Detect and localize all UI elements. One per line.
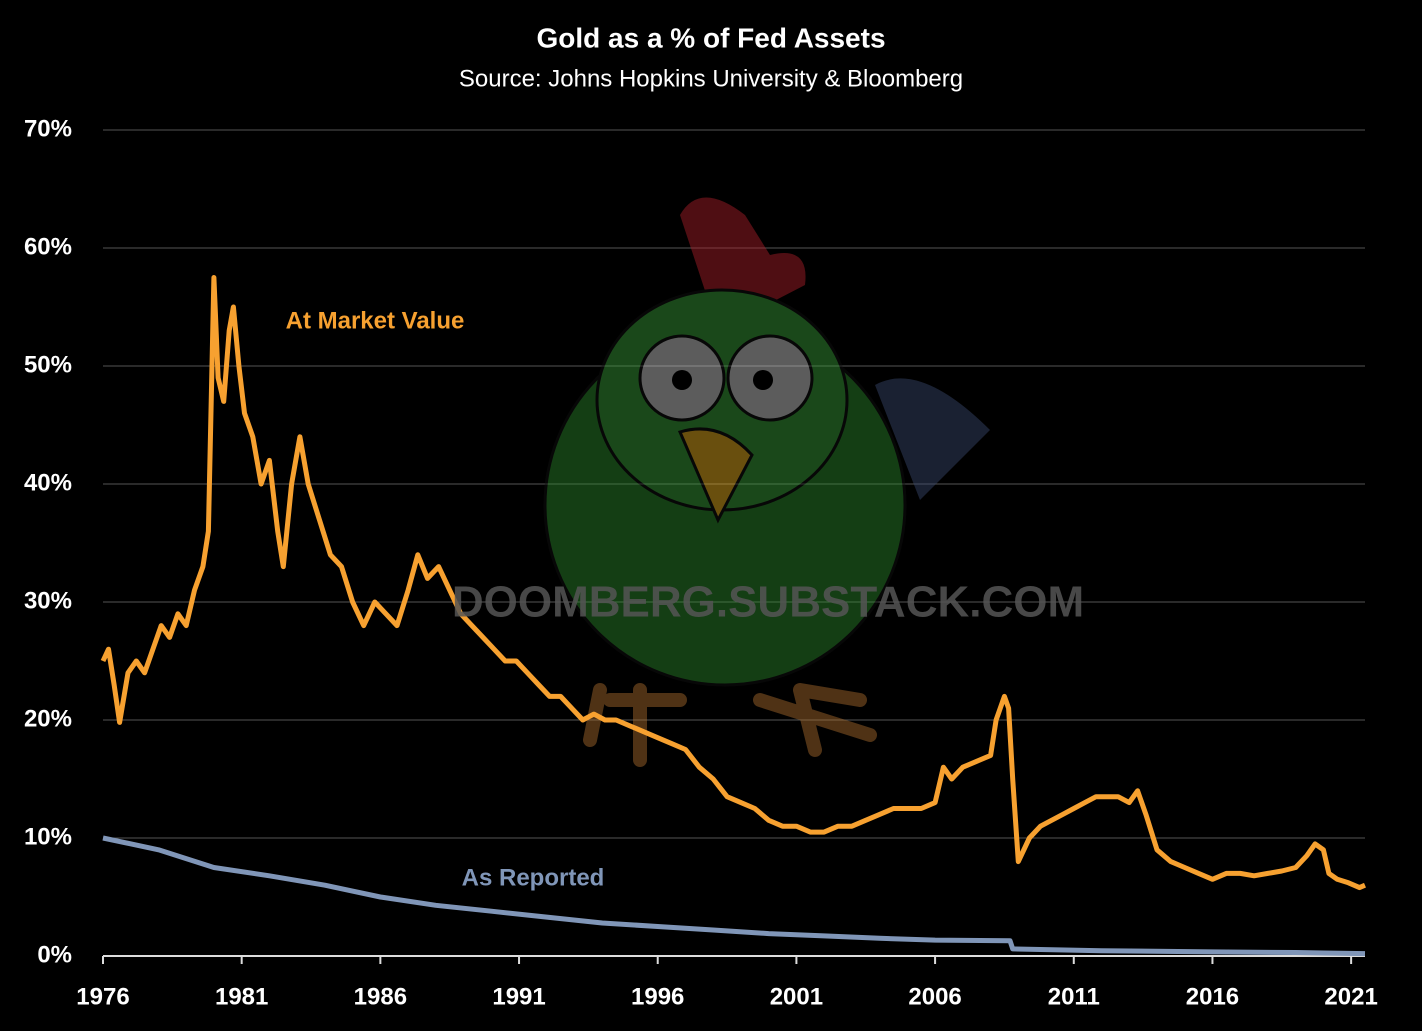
watermark: DOOMBERG.SUBSTACK.COM (452, 578, 1084, 627)
x-tick-label: 1991 (492, 983, 545, 1010)
y-tick-label: 10% (24, 823, 72, 850)
chart-title: Gold as a % of Fed Assets (536, 22, 885, 53)
chart-subtitle: Source: Johns Hopkins University & Bloom… (459, 65, 963, 92)
y-tick-label: 70% (24, 115, 72, 142)
x-tick-label: 2001 (770, 983, 823, 1010)
series-label: As Reported (462, 864, 605, 891)
y-tick-label: 40% (24, 469, 72, 496)
y-tick-label: 60% (24, 233, 72, 260)
series-line (100, 275, 1366, 891)
x-tick-label: 2011 (1048, 983, 1100, 1010)
x-tick-label: 1986 (354, 983, 407, 1010)
y-tick-label: 0% (37, 941, 72, 968)
series-line (102, 835, 1366, 957)
x-tick-label: 2006 (908, 983, 961, 1010)
series-label: At Market Value (286, 307, 465, 334)
y-tick-label: 50% (24, 351, 72, 378)
x-tick-label: 1996 (631, 983, 684, 1010)
x-tick-label: 1981 (215, 983, 268, 1010)
mascot-watermark (543, 197, 990, 767)
x-tick-label: 2016 (1186, 983, 1239, 1010)
y-tick-label: 30% (24, 587, 72, 614)
x-tick-label: 1976 (76, 983, 129, 1010)
x-tick-label: 2021 (1324, 983, 1377, 1010)
y-tick-label: 20% (24, 705, 72, 732)
